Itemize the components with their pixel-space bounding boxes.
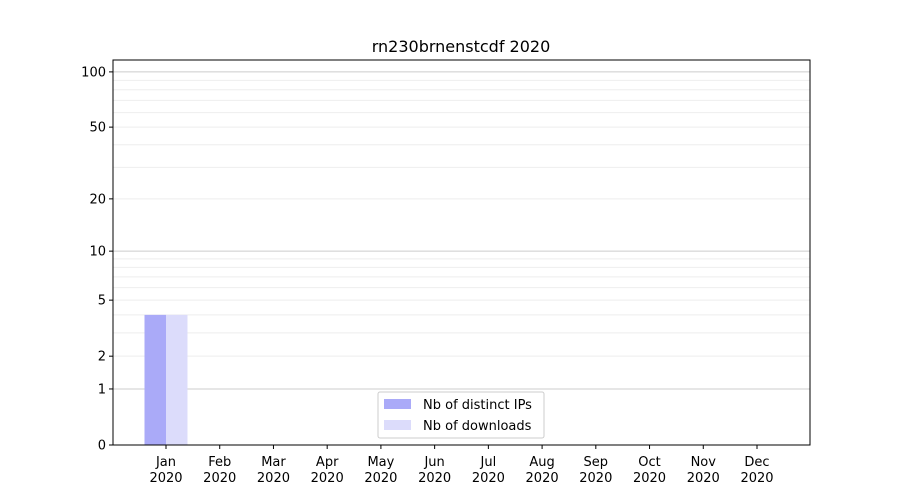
legend-label-downloads: Nb of downloads bbox=[423, 419, 532, 434]
x-tick-label: Jul 2020 bbox=[472, 455, 505, 486]
legend-box bbox=[377, 391, 545, 439]
y-tick-label: 5 bbox=[98, 294, 106, 309]
bar-downloads bbox=[166, 314, 188, 445]
plot-frame bbox=[112, 59, 811, 446]
x-tick-label: Apr 2020 bbox=[311, 455, 344, 486]
y-tick-label: 100 bbox=[81, 65, 106, 80]
bar-distinct-ips bbox=[144, 314, 166, 445]
x-tick-label: Nov 2020 bbox=[687, 455, 720, 486]
legend: Nb of distinct IPs Nb of downloads bbox=[377, 391, 545, 439]
y-tick-label: 10 bbox=[89, 245, 106, 260]
y-tick-label: 1 bbox=[98, 382, 106, 397]
x-tick-label: Mar 2020 bbox=[257, 455, 290, 486]
y-tick-label: 20 bbox=[89, 192, 106, 207]
y-tick-label: 50 bbox=[89, 121, 106, 136]
x-tick-label: Jun 2020 bbox=[418, 455, 451, 486]
y-tick-label: 2 bbox=[98, 350, 106, 365]
chart-title: rn230brnenstcdf 2020 bbox=[372, 37, 551, 56]
legend-swatch-distinct-ips bbox=[384, 399, 411, 409]
legend-label-distinct-ips: Nb of distinct IPs bbox=[423, 398, 532, 413]
x-tick-label: Sep 2020 bbox=[579, 455, 612, 486]
y-tick-label: 0 bbox=[98, 439, 106, 454]
x-tick-label: Oct 2020 bbox=[633, 455, 666, 486]
legend-swatch-downloads bbox=[384, 420, 411, 430]
x-tick-label: Jan 2020 bbox=[149, 455, 182, 486]
x-tick-label: May 2020 bbox=[364, 455, 397, 486]
x-tick-label: Feb 2020 bbox=[203, 455, 236, 486]
x-tick-label: Dec 2020 bbox=[740, 455, 773, 486]
x-tick-label: Aug 2020 bbox=[526, 455, 559, 486]
